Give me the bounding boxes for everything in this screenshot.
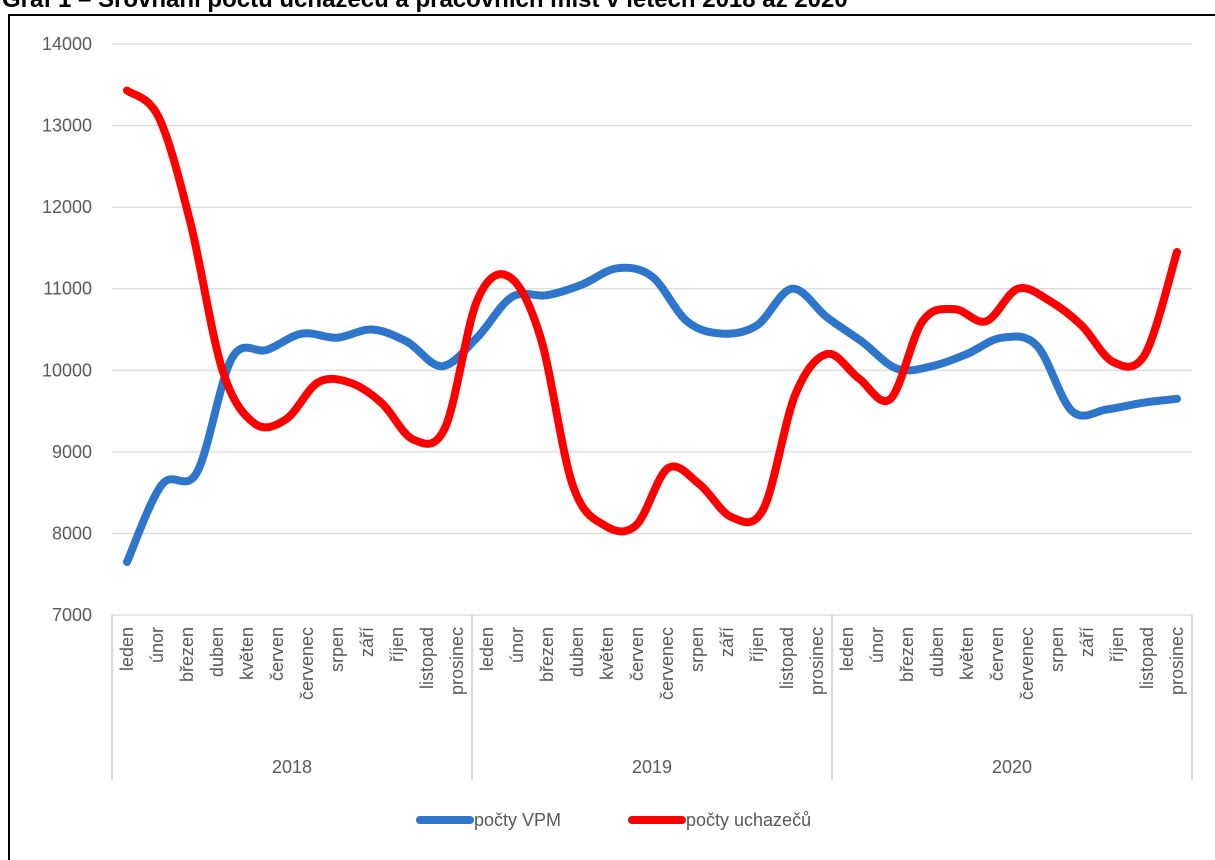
x-tick-label: duben [567, 627, 587, 677]
y-tick-label: 11000 [43, 279, 92, 299]
x-tick-label: listopad [1137, 627, 1157, 689]
x-tick-label: červen [267, 627, 287, 681]
x-tick-label: březen [537, 627, 557, 682]
legend-label-uchazeci: počty uchazečů [686, 810, 811, 830]
x-tick-label: srpen [327, 627, 347, 672]
x-tick-label: duben [207, 627, 227, 677]
x-tick-label: listopad [417, 627, 437, 689]
x-tick-label: září [357, 627, 377, 657]
y-axis-ticks: 7000 8000 9000 10000 11000 12000 13000 14000 [42, 34, 92, 625]
x-tick-label: červen [987, 627, 1007, 681]
x-tick-label: květen [957, 627, 977, 680]
x-tick-label: duben [927, 627, 947, 677]
x-tick-label: říjen [387, 627, 407, 662]
legend-label-vpm: počty VPM [474, 810, 561, 830]
x-tick-label: únor [147, 627, 167, 663]
series-line-uchazeci [123, 86, 1181, 536]
x-tick-label: červenec [297, 627, 317, 700]
x-tick-label: únor [867, 627, 887, 663]
x-tick-label: prosinec [807, 627, 827, 695]
year-group-label: 2019 [632, 757, 672, 777]
x-tick-label: květen [597, 627, 617, 680]
year-group-label: 2018 [272, 757, 312, 777]
x-tick-label: leden [837, 627, 857, 671]
legend: počty VPM počty uchazečů [416, 810, 811, 830]
x-tick-label: září [717, 627, 737, 657]
series-lines [123, 86, 1181, 566]
series-line-vpm [123, 263, 1181, 566]
y-tick-label: 12000 [42, 197, 92, 217]
x-tick-label: březen [897, 627, 917, 682]
x-tick-label: leden [117, 627, 137, 671]
x-tick-label: říjen [747, 627, 767, 662]
x-tick-label: listopad [777, 627, 797, 689]
y-tick-label: 7000 [52, 605, 92, 625]
year-group-label: 2020 [992, 757, 1032, 777]
x-tick-label: srpen [1047, 627, 1067, 672]
x-tick-label: březen [177, 627, 197, 682]
gridlines [112, 43, 1192, 616]
x-tick-label: červenec [657, 627, 677, 700]
chart-title: Graf 1 – Srovnání počtu uchazečů a praco… [0, 0, 1215, 14]
x-tick-label: červen [627, 627, 647, 681]
y-tick-label: 10000 [42, 360, 92, 380]
x-axis: leden únor březen duben květen červen červenec… [111, 615, 1193, 780]
x-tick-label: prosinec [447, 627, 467, 695]
y-tick-label: 13000 [42, 116, 92, 136]
y-tick-label: 9000 [52, 442, 92, 462]
x-tick-label: prosinec [1167, 627, 1187, 695]
x-tick-label: říjen [1107, 627, 1127, 662]
x-tick-label: září [1077, 627, 1097, 657]
x-tick-label: srpen [687, 627, 707, 672]
x-tick-label: květen [237, 627, 257, 680]
y-tick-label: 8000 [52, 523, 92, 543]
x-tick-label: únor [507, 627, 527, 663]
y-tick-label: 14000 [42, 34, 92, 54]
x-tick-label: leden [477, 627, 497, 671]
chart-frame [8, 14, 1215, 860]
x-tick-label: červenec [1017, 627, 1037, 700]
